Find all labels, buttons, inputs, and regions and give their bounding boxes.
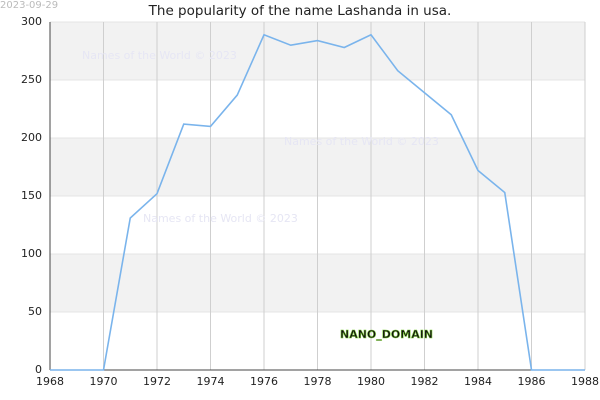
watermark: Names of the World © 2023 (143, 212, 298, 225)
x-tick-label: 1988 (571, 375, 599, 388)
x-tick-label: 1976 (250, 375, 278, 388)
y-tick-label: 0 (35, 363, 42, 376)
y-tick-label: 250 (21, 73, 42, 86)
x-tick-label: 1974 (197, 375, 225, 388)
y-tick-label: 200 (21, 131, 42, 144)
x-tick-label: 1970 (90, 375, 118, 388)
chart-title: The popularity of the name Lashanda in u… (148, 3, 452, 19)
y-tick-label: 50 (28, 305, 42, 318)
x-tick-label: 1986 (518, 375, 546, 388)
x-tick-label: 1978 (304, 375, 332, 388)
y-tick-label: 150 (21, 189, 42, 202)
x-tick-label: 1972 (143, 375, 171, 388)
y-tick-label: 300 (21, 15, 42, 28)
annotation: NANO_DOMAIN (340, 328, 433, 341)
watermark: Names of the World © 2023 (284, 135, 439, 148)
x-tick-label: 1982 (411, 375, 439, 388)
date-stamp: 2023-09-29 (0, 0, 58, 11)
x-tick-label: 1984 (464, 375, 492, 388)
x-tick-label: 1968 (36, 375, 64, 388)
line (50, 33, 585, 371)
watermark: Names of the World © 2023 (82, 49, 237, 62)
y-tick-label: 100 (21, 247, 42, 260)
grid (49, 21, 586, 371)
x-tick-label: 1980 (357, 375, 385, 388)
